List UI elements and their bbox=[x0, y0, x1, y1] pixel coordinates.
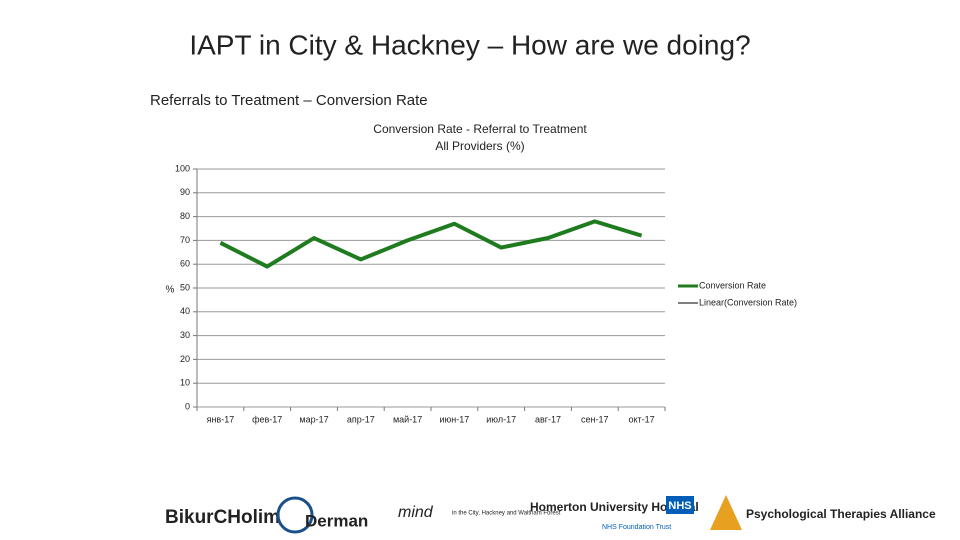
y-tick-label: 70 bbox=[180, 235, 190, 245]
y-tick-label: 0 bbox=[185, 401, 190, 411]
logo-badge bbox=[666, 496, 694, 514]
y-tick-label: 40 bbox=[180, 306, 190, 316]
y-tick-label: 60 bbox=[180, 259, 190, 269]
y-tick-label: 30 bbox=[180, 330, 190, 340]
x-tick-label: авг-17 bbox=[535, 414, 561, 424]
logo: in the City, Hackney and Waltham Forest bbox=[452, 511, 561, 517]
y-tick-label: 20 bbox=[180, 354, 190, 364]
legend-label: Linear(Conversion Rate) bbox=[699, 297, 797, 307]
logo-icon bbox=[276, 496, 314, 534]
logo-icon bbox=[710, 495, 742, 530]
x-tick-label: янв-17 bbox=[207, 414, 235, 424]
logo: Homerton University Hospital bbox=[530, 500, 699, 514]
y-tick-label: 80 bbox=[180, 211, 190, 221]
x-tick-label: июл-17 bbox=[486, 414, 516, 424]
data-line bbox=[219, 219, 643, 269]
y-axis-label: % bbox=[166, 285, 175, 296]
chart-title: All Providers (%) bbox=[435, 139, 524, 153]
x-tick-label: мар-17 bbox=[299, 414, 328, 424]
logo: Psychological Therapies Alliance bbox=[746, 507, 936, 521]
slide-subtitle: Referrals to Treatment – Conversion Rate bbox=[150, 92, 428, 109]
logo-row: BikurCHolim Derman mind in the City, Hac… bbox=[165, 495, 936, 534]
y-tick-label: 10 bbox=[180, 378, 190, 388]
x-tick-label: фев-17 bbox=[252, 414, 282, 424]
x-tick-label: апр-17 bbox=[347, 414, 375, 424]
legend-label: Conversion Rate bbox=[699, 280, 766, 290]
logo: BikurCHolim bbox=[165, 507, 280, 528]
y-tick-label: 50 bbox=[180, 282, 190, 292]
logo: NHS bbox=[668, 500, 691, 512]
x-tick-label: сен-17 bbox=[581, 414, 608, 424]
logo: Derman bbox=[305, 511, 368, 530]
y-tick-label: 100 bbox=[175, 163, 190, 173]
logo: mind bbox=[398, 504, 434, 521]
slide-title: IAPT in City & Hackney – How are we doin… bbox=[189, 29, 750, 60]
logo: NHS Foundation Trust bbox=[602, 524, 671, 531]
x-tick-label: май-17 bbox=[393, 414, 422, 424]
x-tick-label: июн-17 bbox=[440, 414, 470, 424]
y-tick-label: 90 bbox=[180, 187, 190, 197]
chart-title: Conversion Rate - Referral to Treatment bbox=[373, 122, 587, 136]
x-tick-label: окт-17 bbox=[629, 414, 655, 424]
